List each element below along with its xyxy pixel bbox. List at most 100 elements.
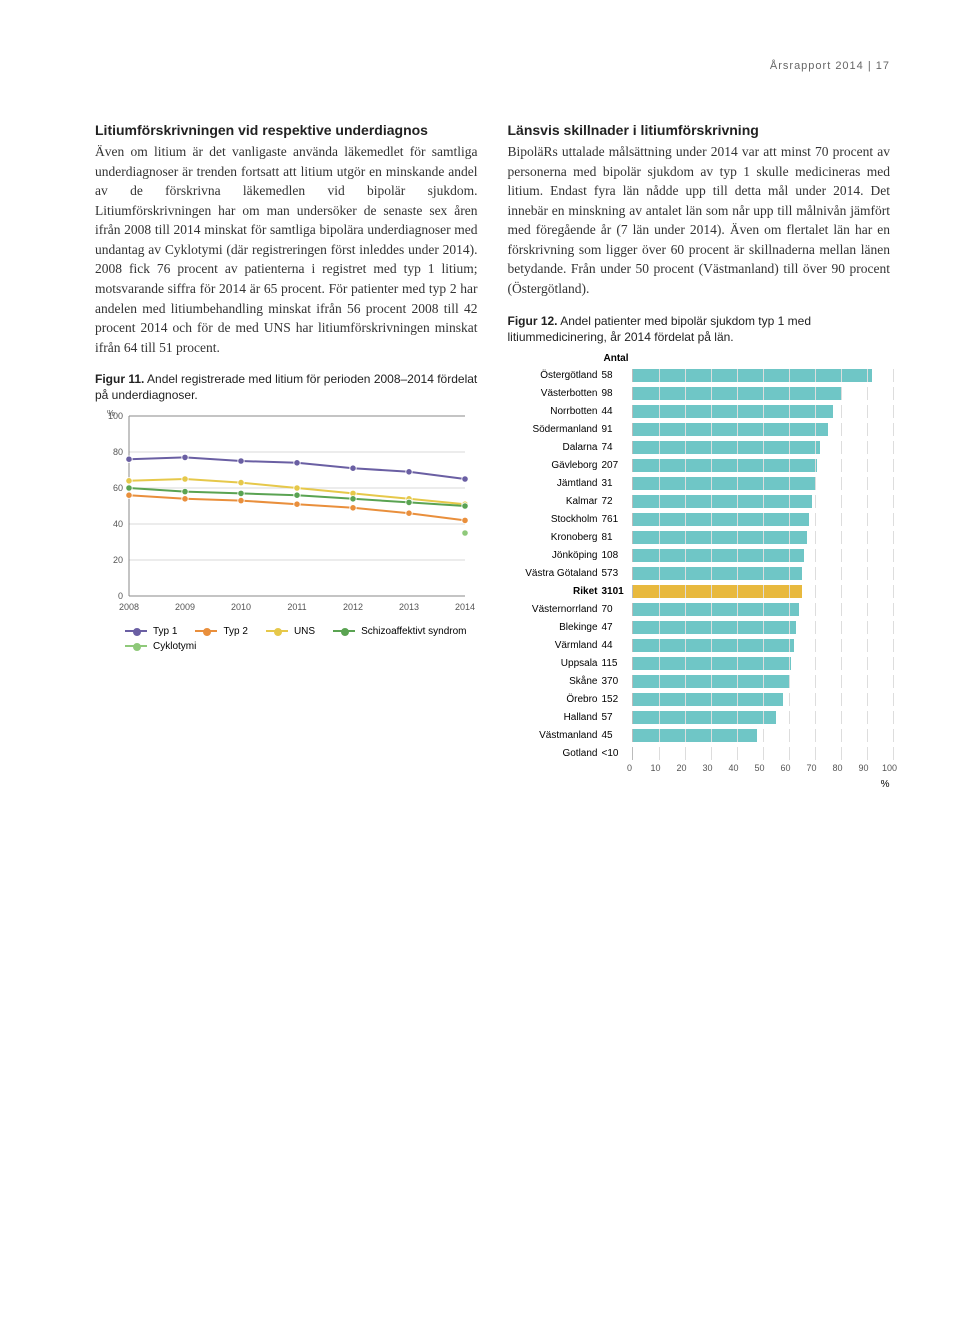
figure12-caption: Figur 12. Andel patienter med bipolär sj… [508, 313, 891, 345]
bar-row: Västmanland 45 [508, 727, 898, 744]
bar-label: Västerbotten [508, 388, 602, 399]
bar-fill [633, 423, 828, 436]
bar-fill [633, 639, 794, 652]
bar-count: 108 [602, 550, 632, 561]
bar-row: Västra Götaland 573 [508, 565, 898, 582]
bar-label: Dalarna [508, 442, 602, 453]
bar-fill [633, 603, 799, 616]
bar-count: 31 [602, 478, 632, 489]
bar-fill [633, 657, 792, 670]
legend-item: Cyklotymi [125, 641, 196, 652]
bar-label: Riket [508, 586, 602, 597]
bar-count: <10 [602, 748, 632, 759]
bar-row: Uppsala 115 [508, 655, 898, 672]
bar-row: Kalmar 72 [508, 493, 898, 510]
bar-row: Jönköping 108 [508, 547, 898, 564]
page: Årsrapport 2014 | 17 Litiumförskrivninge… [0, 0, 960, 1332]
figure11-linechart: 0204060801002008200920102011201220132014… [95, 410, 475, 660]
svg-text:60: 60 [113, 483, 123, 493]
two-column-layout: Litiumförskrivningen vid respektive unde… [95, 122, 890, 790]
bar-row: Östergötland 58 [508, 367, 898, 384]
legend-label: Cyklotymi [153, 641, 196, 652]
legend-label: Typ 1 [153, 626, 177, 637]
bar-label: Västra Götaland [508, 568, 602, 579]
bar-label: Gävleborg [508, 460, 602, 471]
bar-fill [633, 369, 872, 382]
svg-text:2011: 2011 [287, 602, 306, 612]
figure12-caption-bold: Figur 12. [508, 314, 558, 328]
bar-count: 74 [602, 442, 632, 453]
svg-text:2010: 2010 [231, 602, 251, 612]
bar-row: Västernorrland 70 [508, 601, 898, 618]
bar-fill [633, 693, 784, 706]
legend-item: Schizoaffektivt syndrom [333, 626, 466, 637]
legend-label: Schizoaffektivt syndrom [361, 626, 466, 637]
legend-item: Typ 2 [195, 626, 247, 637]
bar-label: Värmland [508, 640, 602, 651]
bar-label: Kronoberg [508, 532, 602, 543]
bar-label: Jämtland [508, 478, 602, 489]
bar-row: Södermanland 91 [508, 421, 898, 438]
bar-count: 152 [602, 694, 632, 705]
bar-count: 207 [602, 460, 632, 471]
bar-count: 98 [602, 388, 632, 399]
bar-pct-label: % [508, 779, 890, 790]
bar-count: 57 [602, 712, 632, 723]
bar-label: Blekinge [508, 622, 602, 633]
bar-count: 58 [602, 370, 632, 381]
bar-row: Gävleborg 207 [508, 457, 898, 474]
bar-label: Skåne [508, 676, 602, 687]
right-heading: Länsvis skillnader i litiumförskrivning [508, 122, 891, 138]
bar-fill [633, 477, 815, 490]
bar-label: Östergötland [508, 370, 602, 381]
bar-label: Södermanland [508, 424, 602, 435]
bar-row: Halland 57 [508, 709, 898, 726]
bar-row: Gotland <10 [508, 745, 898, 762]
left-column: Litiumförskrivningen vid respektive unde… [95, 122, 478, 790]
bar-label: Kalmar [508, 496, 602, 507]
right-column: Länsvis skillnader i litiumförskrivning … [508, 122, 891, 790]
linechart-legend: Typ 1 Typ 2 UNS Schizoaffektivt syndrom Cykl… [95, 626, 475, 652]
figure11-caption-bold: Figur 11. [95, 372, 144, 386]
bar-row: Stockholm 761 [508, 511, 898, 528]
bar-row: Dalarna 74 [508, 439, 898, 456]
legend-item: Typ 1 [125, 626, 177, 637]
antal-header: Antal [604, 353, 629, 364]
bar-row: Blekinge 47 [508, 619, 898, 636]
svg-text:2009: 2009 [175, 602, 195, 612]
bar-label: Halland [508, 712, 602, 723]
bar-fill [633, 621, 797, 634]
bar-row: Riket 3101 [508, 583, 898, 600]
right-body: BipoläRs uttalade målsättning under 2014… [508, 142, 891, 299]
bar-count: 573 [602, 568, 632, 579]
figure12-barchart: Antal Östergötland 58 Västerbotten 98 No… [508, 353, 898, 790]
bar-count: 91 [602, 424, 632, 435]
svg-text:2012: 2012 [343, 602, 363, 612]
svg-text:80: 80 [113, 447, 123, 457]
bar-label: Gotland [508, 748, 602, 759]
svg-text:2014: 2014 [455, 602, 475, 612]
bar-row: Jämtland 31 [508, 475, 898, 492]
page-header: Årsrapport 2014 | 17 [95, 60, 890, 72]
bar-count: 72 [602, 496, 632, 507]
bar-count: 115 [602, 658, 632, 669]
bar-row: Örebro 152 [508, 691, 898, 708]
bar-fill [633, 711, 776, 724]
svg-text:2013: 2013 [399, 602, 419, 612]
bar-row: Skåne 370 [508, 673, 898, 690]
bar-count: 3101 [602, 586, 632, 597]
linechart-svg: 0204060801002008200920102011201220132014… [95, 410, 475, 620]
figure11-caption: Figur 11. Andel registrerade med litium … [95, 371, 478, 403]
bar-row: Norrbotten 44 [508, 403, 898, 420]
bar-label: Västmanland [508, 730, 602, 741]
bar-count: 44 [602, 640, 632, 651]
bar-label: Jönköping [508, 550, 602, 561]
bar-count: 47 [602, 622, 632, 633]
bar-label: Stockholm [508, 514, 602, 525]
legend-label: UNS [294, 626, 315, 637]
svg-text:%: % [107, 410, 115, 418]
svg-text:40: 40 [113, 519, 123, 529]
bar-fill [633, 729, 758, 742]
bar-label: Örebro [508, 694, 602, 705]
bar-xaxis: 0102030405060708090100 [630, 763, 890, 777]
